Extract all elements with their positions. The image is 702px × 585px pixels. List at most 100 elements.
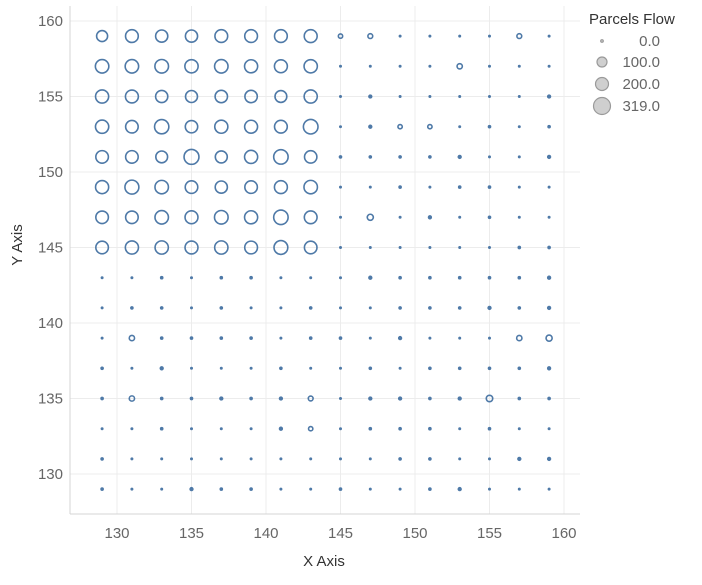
- data-point: [546, 366, 552, 371]
- data-point: [428, 487, 432, 491]
- data-point: [397, 335, 403, 341]
- x-tick-label: 135: [179, 525, 204, 542]
- data-point: [427, 215, 433, 220]
- data-point: [458, 34, 462, 38]
- data-point: [184, 58, 199, 74]
- data-point: [547, 215, 551, 219]
- data-point: [303, 89, 319, 104]
- data-point: [159, 396, 164, 401]
- y-tick-label: 150: [38, 164, 63, 181]
- data-point: [190, 366, 194, 370]
- data-point: [302, 118, 319, 135]
- data-point: [130, 366, 134, 370]
- data-point: [368, 246, 372, 250]
- data-point: [124, 119, 139, 134]
- data-point: [243, 28, 259, 44]
- data-point: [338, 64, 342, 68]
- data-point: [100, 457, 104, 461]
- y-tick-labels: 130 135 140 145 150 155 160: [38, 13, 63, 483]
- data-point: [273, 59, 289, 74]
- data-point: [128, 395, 136, 402]
- data-point: [487, 275, 492, 280]
- data-point: [517, 275, 522, 280]
- data-point: [154, 58, 170, 74]
- data-point: [368, 306, 372, 310]
- y-tick-label: 145: [38, 240, 63, 257]
- data-point: [487, 366, 492, 371]
- data-point: [547, 185, 551, 189]
- data-point: [159, 306, 164, 310]
- data-point: [338, 246, 342, 250]
- data-point: [249, 427, 253, 431]
- data-point: [155, 150, 169, 164]
- x-tick-label: 150: [402, 525, 427, 542]
- data-point: [368, 94, 373, 99]
- data-point: [426, 123, 433, 130]
- data-point: [249, 487, 253, 491]
- data-point: [124, 240, 140, 255]
- data-point: [130, 457, 134, 461]
- legend-size-swatch: [592, 96, 612, 116]
- data-point: [219, 336, 224, 340]
- data-point: [398, 366, 402, 370]
- x-tick-label: 130: [104, 525, 129, 542]
- data-point: [309, 487, 313, 491]
- data-point: [124, 28, 140, 44]
- data-point: [279, 306, 283, 310]
- data-point: [100, 366, 104, 371]
- data-point: [517, 215, 521, 219]
- data-point: [487, 336, 491, 340]
- legend-size-label: 100.0: [622, 54, 660, 71]
- data-point: [303, 58, 319, 74]
- legend-items: 0.0 100.0 200.0 319.0: [592, 33, 660, 116]
- data-point: [219, 427, 223, 431]
- data-point: [184, 89, 199, 104]
- data-point: [368, 275, 373, 280]
- data-point: [189, 336, 194, 340]
- data-point: [367, 32, 374, 40]
- data-point: [398, 215, 402, 219]
- data-point: [219, 487, 224, 491]
- data-point: [94, 119, 110, 135]
- data-point: [517, 456, 522, 462]
- gridlines: [70, 6, 580, 514]
- data-point: [368, 366, 373, 371]
- data-point: [398, 275, 402, 280]
- data-point: [190, 427, 194, 431]
- data-point: [154, 29, 169, 43]
- data-point: [547, 124, 551, 129]
- data-point: [338, 306, 342, 310]
- data-point: [124, 210, 139, 225]
- data-point: [243, 58, 259, 74]
- data-point: [309, 276, 313, 280]
- data-point: [183, 148, 200, 166]
- data-point: [124, 179, 140, 195]
- data-point: [338, 185, 342, 189]
- data-point: [100, 306, 104, 310]
- data-point: [243, 119, 259, 134]
- legend-size-label: 200.0: [622, 76, 660, 93]
- data-point: [184, 210, 199, 225]
- data-point: [130, 427, 134, 431]
- data-point: [397, 123, 404, 130]
- data-point: [487, 215, 492, 220]
- data-point: [368, 185, 372, 189]
- data-point: [487, 426, 492, 431]
- data-point: [303, 28, 318, 44]
- data-point: [487, 34, 491, 38]
- data-point: [243, 149, 259, 165]
- data-point: [428, 306, 432, 310]
- data-point: [159, 336, 164, 340]
- data-point: [398, 95, 402, 99]
- data-point: [517, 366, 522, 371]
- data-point: [190, 276, 194, 280]
- size-legend: Parcels Flow 0.0 100.0 200.0 319.0: [589, 11, 675, 116]
- legend-size-swatch: [596, 56, 608, 68]
- data-point: [184, 119, 199, 134]
- data-point: [154, 209, 170, 225]
- data-point: [273, 28, 289, 44]
- data-point: [189, 396, 194, 401]
- data-point: [100, 396, 104, 401]
- data-point: [458, 457, 462, 461]
